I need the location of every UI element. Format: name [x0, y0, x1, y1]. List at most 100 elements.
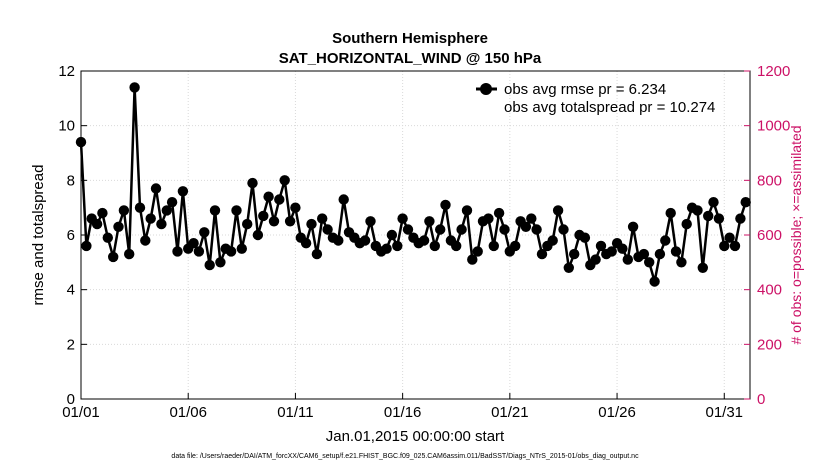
x-tick-label: 01/21 — [491, 404, 529, 421]
rmse-point — [242, 218, 253, 230]
rmse-point — [161, 205, 172, 216]
rmse-point — [225, 246, 237, 257]
x-tick-label: 01/11 — [277, 404, 313, 421]
rmse-point — [209, 205, 221, 216]
axes-layer: 0 2 4 6 8 10 12 0 200 400 600 800 1000 1200 01/01 01/06… — [58, 63, 790, 421]
rmse-point — [729, 240, 741, 252]
y-tick-label: 4 — [67, 282, 75, 299]
y-tick-label: 2 — [67, 336, 75, 353]
rmse-point — [660, 235, 671, 246]
x-axis-label: Jan.01,2015 00:00:00 start — [326, 428, 505, 445]
rmse-point — [569, 248, 580, 260]
footnote: data file: /Users/raeder/DAI/ATM_forcXX/… — [171, 453, 639, 460]
rmse-point — [386, 229, 398, 241]
rmse-point — [172, 246, 183, 257]
rmse-point — [290, 202, 301, 213]
y-tick-label: 8 — [67, 172, 75, 189]
rmse-point — [451, 240, 462, 252]
rmse-point — [654, 248, 666, 260]
rmse-point — [333, 235, 344, 246]
rmse-point — [134, 202, 146, 213]
x-tick-label: 01/01 — [62, 404, 100, 421]
rmse-point — [488, 240, 499, 252]
rmse-point — [493, 207, 505, 219]
x-tick-label: 01/06 — [169, 404, 207, 421]
rmse-point — [108, 251, 119, 263]
rmse-point — [579, 232, 591, 243]
rmse-point — [558, 224, 569, 235]
rmse-point — [381, 243, 392, 254]
rmse-point — [644, 257, 655, 268]
rmse-point — [697, 262, 708, 273]
rmse-point — [124, 248, 135, 260]
rmse-point — [199, 227, 210, 238]
rmse-point — [177, 186, 189, 197]
series-layer — [75, 82, 751, 287]
x-tick-label: 01/31 — [705, 404, 743, 421]
y-tick-label: 10 — [58, 118, 75, 135]
rmse-point — [440, 199, 451, 211]
rmse-point — [188, 238, 199, 249]
chart-subtitle: SAT_HORIZONTAL_WIND @ 150 hPa — [279, 50, 542, 67]
legend-rmse-swatch-marker — [480, 83, 492, 95]
rmse-point — [456, 224, 467, 235]
y-right-tick-label: 800 — [757, 172, 782, 189]
rmse-point — [258, 210, 269, 222]
y-right-tick-label: 0 — [757, 391, 765, 408]
rmse-point — [268, 216, 280, 227]
rmse-point — [536, 248, 548, 260]
rmse-point — [392, 240, 403, 252]
y-right-tick-label: 200 — [757, 336, 782, 353]
y-axis-right-label: # of obs: o=possible; ×=assimilated — [788, 125, 804, 344]
rmse-point — [263, 191, 274, 202]
rmse-point — [649, 276, 660, 287]
y-right-tick-label: 400 — [757, 282, 782, 299]
rmse-point — [703, 210, 714, 222]
rmse-point — [193, 246, 205, 257]
rmse-point — [483, 213, 494, 224]
rmse-point — [397, 213, 408, 224]
rmse-point — [627, 221, 639, 232]
rmse-point — [563, 262, 574, 273]
rmse-point — [424, 216, 435, 227]
y-tick-label: 6 — [67, 227, 75, 244]
x-tick-label: 01/26 — [598, 404, 636, 421]
rmse-point — [740, 197, 751, 208]
rmse-point — [306, 218, 317, 230]
rmse-point — [279, 175, 290, 186]
chart-title: Southern Hemisphere — [332, 30, 488, 47]
rmse-point — [724, 232, 735, 243]
rmse-point — [713, 213, 725, 224]
rmse-point — [252, 229, 264, 241]
rmse-point — [97, 207, 108, 219]
rmse-point — [526, 213, 537, 224]
rmse-point — [274, 194, 285, 205]
rmse-point — [236, 243, 247, 254]
rmse-point — [531, 224, 542, 235]
rmse-point — [595, 240, 607, 252]
rmse-point — [204, 259, 215, 271]
rmse-point — [365, 216, 376, 227]
rmse-point — [472, 246, 483, 257]
rmse-point — [638, 248, 650, 260]
rmse-point — [91, 218, 103, 230]
rmse-point — [510, 240, 521, 252]
rmse-point — [322, 224, 333, 235]
rmse-point — [215, 257, 226, 268]
y-right-tick-label: 1000 — [757, 118, 790, 135]
rmse-point — [606, 246, 617, 257]
rmse-point — [311, 248, 323, 260]
y-tick-label: 12 — [58, 63, 75, 80]
rmse-point — [461, 205, 473, 216]
rmse-point — [499, 224, 510, 235]
rmse-point — [735, 213, 746, 224]
rmse-point — [338, 194, 349, 205]
rmse-point — [145, 213, 156, 224]
rmse-point — [665, 207, 676, 219]
rmse-point — [166, 197, 178, 208]
rmse-point — [317, 213, 328, 224]
rmse-point — [402, 224, 414, 235]
rmse-point — [429, 240, 440, 252]
rmse-point — [435, 224, 446, 235]
rmse-point — [467, 254, 478, 265]
